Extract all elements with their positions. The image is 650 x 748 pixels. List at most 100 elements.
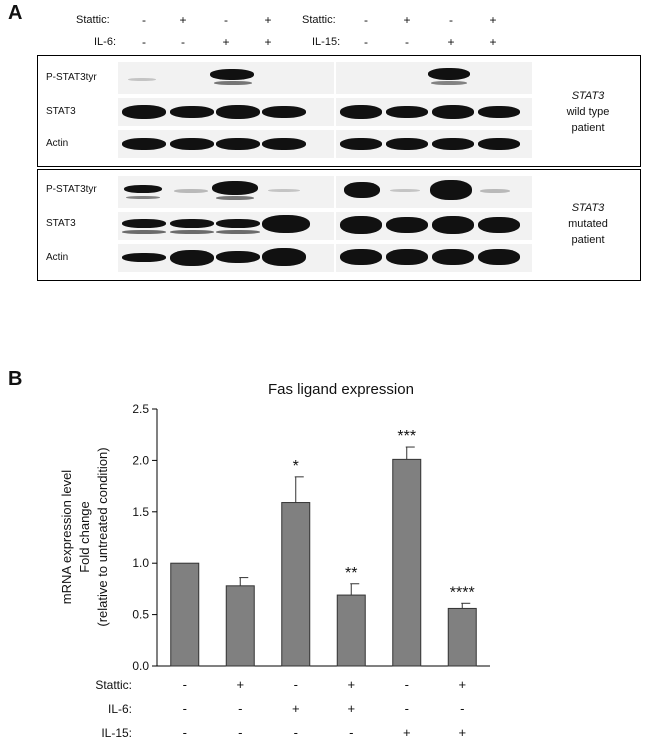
- row-label-pstat3: P-STAT3tyr: [46, 72, 97, 83]
- condition-sign: +: [236, 677, 244, 692]
- y-tick-label: 1.0: [132, 556, 149, 570]
- blot-band: [340, 216, 382, 234]
- bar: [447, 607, 477, 667]
- condition-table: Stattic: - + - + - + IL-6: - - + + - - IL-15: - - - - + +: [95, 677, 466, 740]
- blot-band: [344, 182, 380, 198]
- sign: -: [181, 35, 185, 49]
- blot-band: [124, 185, 162, 193]
- blot-band: [262, 248, 306, 266]
- blot-box-wild-type: P-STAT3tyr STAT3 Actin STAT3 wild t: [37, 55, 641, 167]
- group-label-gene: STAT3: [571, 202, 605, 214]
- blot-pstat3-left: [118, 176, 334, 208]
- group-label-line: mutated: [568, 218, 608, 230]
- blot-band: [170, 138, 214, 150]
- panel-a-letter: A: [8, 2, 23, 24]
- blot-band: [390, 189, 420, 192]
- blot-band: [216, 251, 260, 263]
- significance-label: *: [293, 458, 299, 475]
- condition-sign: +: [458, 725, 466, 740]
- blot-band: [262, 138, 306, 150]
- sign: -: [142, 13, 146, 27]
- blot-actin-right: [336, 244, 532, 272]
- blot-band: [170, 250, 214, 266]
- row-label-stat3: STAT3: [46, 106, 76, 117]
- sign: +: [489, 35, 497, 49]
- sign: +: [222, 35, 230, 49]
- blot-band: [262, 215, 310, 233]
- condition-sign: -: [405, 701, 409, 716]
- header-right-il15-label: IL-15:: [312, 36, 341, 48]
- blot-band: [126, 196, 160, 199]
- blot-band: [386, 217, 428, 233]
- blot-band: [478, 106, 520, 118]
- condition-sign: -: [294, 677, 298, 692]
- blot-band: [122, 138, 166, 150]
- group-label-wild-type: STAT3 wild type patient: [538, 88, 638, 136]
- condition-sign: +: [403, 725, 411, 740]
- y-axis-label: mRNA expression level Fold change (relativ…: [59, 447, 110, 626]
- sign: +: [179, 13, 187, 27]
- blot-band: [122, 105, 166, 119]
- blot-band: [216, 219, 260, 228]
- y-tick-label: 1.5: [132, 505, 149, 519]
- y-axis-label-line: mRNA expression level: [59, 470, 74, 604]
- sign: +: [447, 35, 455, 49]
- blot-pstat3-right: [336, 176, 532, 208]
- blot-band: [432, 138, 474, 150]
- y-tick-label: 0.5: [132, 608, 149, 622]
- sign: -: [364, 13, 368, 27]
- blot-band: [340, 249, 382, 265]
- blot-band: [340, 138, 382, 150]
- blot-band: [122, 230, 166, 234]
- y-tick-label: 0.0: [132, 659, 149, 673]
- blot-band: [216, 138, 260, 150]
- condition-sign: -: [183, 677, 187, 692]
- condition-sign: -: [294, 725, 298, 740]
- sign: +: [403, 13, 411, 27]
- blot-band: [122, 253, 166, 262]
- group-label-mutated: STAT3 mutated patient: [538, 200, 638, 248]
- sign: +: [489, 13, 497, 27]
- chart-bars: **********: [170, 428, 477, 667]
- condition-label: Stattic:: [95, 678, 132, 692]
- sign: -: [364, 35, 368, 49]
- blot-band: [122, 219, 166, 228]
- blot-band: [386, 138, 428, 150]
- blot-pstat3-left: [118, 62, 334, 94]
- condition-sign: +: [292, 701, 300, 716]
- sign: +: [264, 35, 272, 49]
- bar: [336, 594, 366, 667]
- row-label-pstat3: P-STAT3tyr: [46, 184, 97, 195]
- row-label-actin: Actin: [46, 138, 69, 149]
- condition-sign: -: [183, 701, 187, 716]
- condition-sign: +: [347, 677, 355, 692]
- blot-band: [431, 81, 467, 85]
- blot-band: [430, 180, 472, 200]
- sign: -: [449, 13, 453, 27]
- condition-sign: -: [238, 701, 242, 716]
- group-label-line: wild type: [566, 106, 610, 118]
- blot-actin-right: [336, 130, 532, 158]
- bar: [170, 562, 200, 667]
- y-axis-label-line: Fold change: [77, 501, 92, 573]
- condition-sign: -: [405, 677, 409, 692]
- significance-label: **: [345, 565, 357, 582]
- group-label-line: patient: [571, 122, 605, 134]
- blot-stat3-right: [336, 98, 532, 126]
- blot-pstat3-right: [336, 62, 532, 94]
- bar: [281, 502, 311, 667]
- header-right-stattic-label: Stattic:: [302, 14, 336, 26]
- blot-band: [216, 230, 260, 234]
- blot-band: [432, 105, 474, 119]
- blot-band: [478, 249, 520, 265]
- sign: +: [264, 13, 272, 27]
- blot-band: [428, 68, 470, 80]
- sign: -: [224, 13, 228, 27]
- blot-band: [210, 69, 254, 80]
- sign: -: [405, 35, 409, 49]
- blot-band: [170, 106, 214, 118]
- blot-band: [212, 181, 258, 195]
- chart-axes: 0.0 0.5 1.0 1.5 2.0 2.5: [132, 402, 490, 673]
- blot-band: [478, 217, 520, 233]
